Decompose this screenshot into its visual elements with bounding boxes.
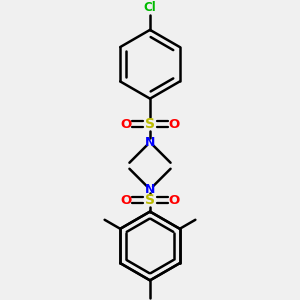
Text: S: S xyxy=(145,117,155,131)
Text: O: O xyxy=(121,118,132,131)
Text: O: O xyxy=(168,194,179,207)
Text: O: O xyxy=(168,118,179,131)
Text: N: N xyxy=(145,136,155,149)
Text: Cl: Cl xyxy=(144,1,156,14)
Text: N: N xyxy=(145,183,155,196)
Text: S: S xyxy=(145,193,155,207)
Text: O: O xyxy=(121,194,132,207)
